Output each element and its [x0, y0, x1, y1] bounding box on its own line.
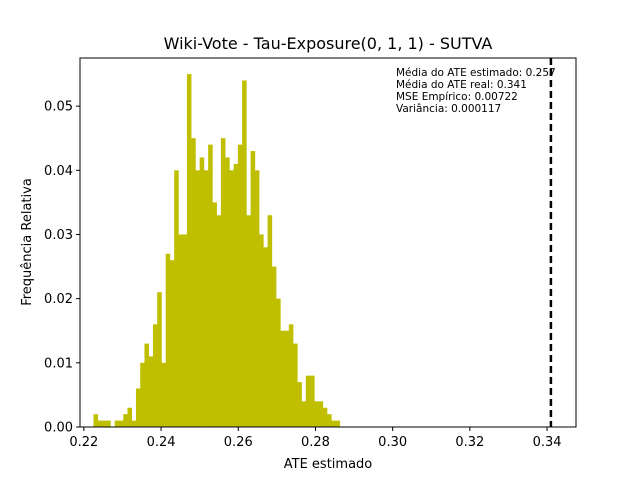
y-tick-label: 0.05: [44, 100, 73, 115]
x-axis-ticks: 0.22 0.24 0.26 0.28 0.30 0.32 0.34: [69, 427, 562, 450]
histogram-bar: [284, 330, 290, 427]
histogram-bar: [242, 80, 247, 427]
histogram-bar: [331, 420, 336, 427]
histogram-bar: [191, 138, 196, 427]
histogram-bar: [220, 138, 226, 427]
y-tick-label: 0.01: [44, 356, 73, 371]
x-axis-label: ATE estimado: [284, 457, 373, 472]
histogram-bar: [148, 356, 154, 427]
histogram-bar: [327, 414, 332, 427]
histogram-bar: [161, 362, 166, 427]
y-tick-label: 0.04: [44, 164, 73, 179]
histogram-bar: [144, 343, 150, 427]
histogram-bar: [135, 388, 141, 427]
histogram-bar: [237, 144, 243, 428]
histogram-bar: [174, 170, 179, 427]
x-tick-label: 0.26: [224, 435, 253, 450]
bars-group: [93, 74, 341, 428]
histogram-bar: [212, 202, 217, 427]
x-tick-label: 0.28: [301, 435, 330, 450]
histogram-bar: [102, 420, 107, 427]
histogram-bar: [93, 414, 99, 427]
x-tick-label: 0.24: [147, 435, 176, 450]
histogram-bar: [301, 401, 307, 427]
histogram-bar: [131, 420, 137, 427]
histogram-bar: [225, 157, 230, 428]
histogram-bar: [267, 215, 273, 427]
histogram-bar: [288, 324, 294, 427]
histogram-bar: [178, 234, 183, 427]
annotation-mean-real: Média do ATE real: 0.341: [396, 79, 527, 91]
y-tick-label: 0.02: [44, 292, 73, 307]
histogram-bar: [216, 215, 222, 427]
histogram-bar: [263, 247, 268, 427]
plot-frame: [79, 57, 577, 428]
histogram-bar: [335, 420, 341, 427]
histogram-bar: [293, 343, 298, 427]
histogram-bar: [254, 170, 260, 427]
histogram-bar: [97, 420, 103, 427]
histogram-bar: [208, 144, 213, 428]
histogram-bar: [157, 292, 162, 427]
histogram-bar: [250, 151, 256, 427]
x-tick-label: 0.22: [69, 435, 98, 450]
histogram-bar: [186, 74, 192, 427]
histogram-bar: [152, 324, 158, 427]
stats-annotation: Média do ATE estimado: 0.257 Média do AT…: [396, 67, 556, 115]
histogram-bar: [199, 157, 205, 428]
histogram-bar: [169, 260, 175, 427]
y-tick-label: 0.00: [44, 421, 73, 436]
x-tick-label: 0.30: [378, 435, 407, 450]
histogram-bar: [229, 170, 234, 427]
histogram-bar: [118, 420, 124, 427]
histogram-bar: [318, 401, 324, 427]
annotation-mean-estimated: Média do ATE estimado: 0.257: [396, 67, 556, 79]
histogram-bar: [140, 362, 145, 427]
histogram-bar: [233, 163, 239, 427]
histogram-bar: [123, 414, 128, 427]
histogram-bar: [203, 170, 209, 427]
histogram-bar: [195, 170, 200, 427]
histogram-bar: [314, 401, 319, 427]
y-tick-label: 0.03: [44, 228, 73, 243]
histogram-bar: [246, 215, 251, 427]
histogram-bar: [276, 298, 281, 427]
y-axis-label: Frequência Relativa: [20, 178, 35, 306]
histogram-bar: [114, 420, 120, 427]
x-tick-label: 0.32: [455, 435, 484, 450]
histogram-bar: [182, 234, 188, 427]
histogram-bar: [280, 330, 285, 427]
annotation-variance: Variância: 0.000117: [396, 103, 501, 115]
histogram-bar: [271, 266, 277, 427]
x-tick-label: 0.34: [533, 435, 562, 450]
y-axis-ticks: 0.00 0.01 0.02 0.03 0.04 0.05: [44, 100, 80, 436]
histogram-bar: [127, 407, 133, 427]
histogram-bar: [165, 253, 171, 427]
histogram-bar: [297, 382, 302, 427]
histogram-bar: [259, 234, 264, 427]
histogram-bar: [305, 375, 311, 427]
chart-title: Wiki-Vote - Tau-Exposure(0, 1, 1) - SUTV…: [164, 34, 493, 53]
histogram-bar: [322, 407, 328, 427]
histogram-bar: [106, 420, 111, 427]
annotation-mse: MSE Empírico: 0.00722: [396, 91, 518, 103]
histogram-bar: [310, 375, 315, 427]
